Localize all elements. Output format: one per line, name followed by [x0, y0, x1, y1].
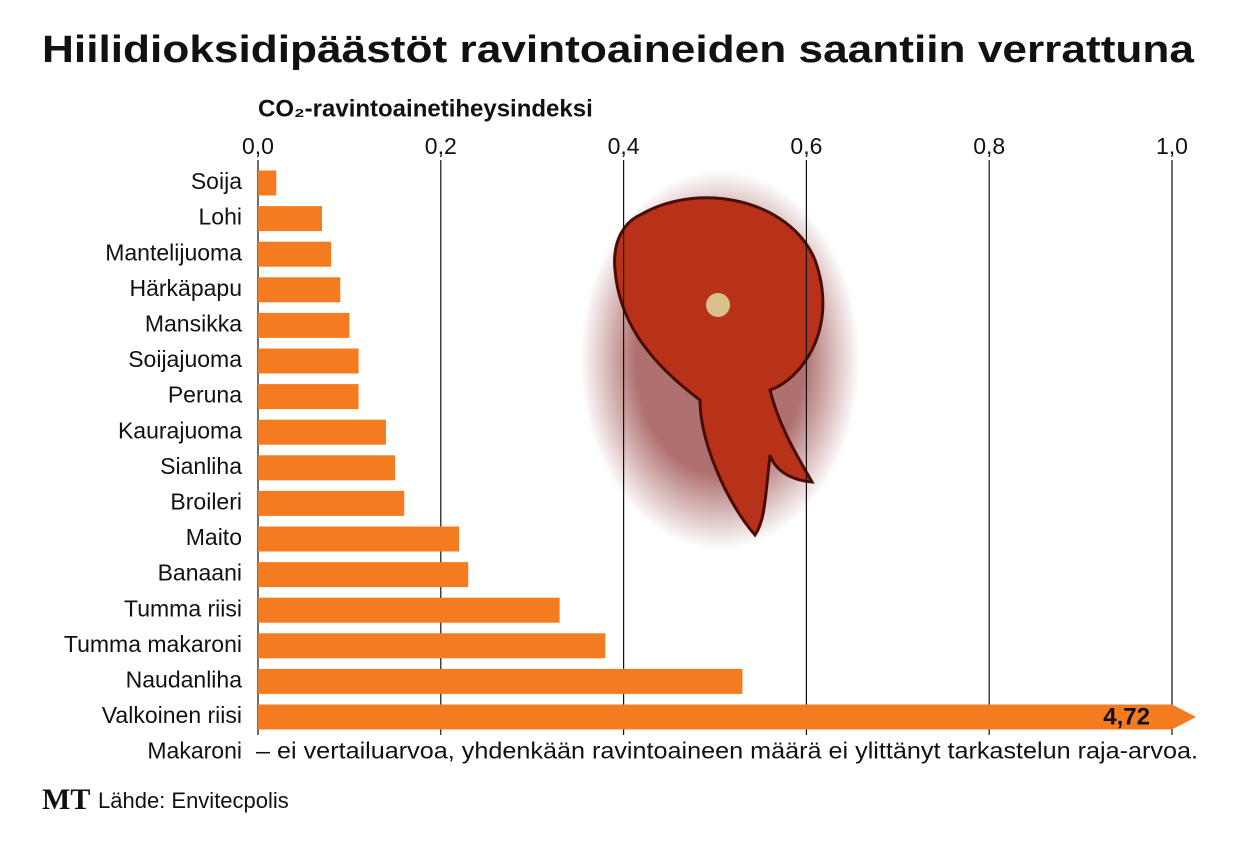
y-tick-label: Valkoinen riisi: [102, 702, 242, 728]
bar: [258, 312, 350, 338]
bar: [258, 384, 359, 410]
bar: [258, 668, 743, 694]
y-tick-label: Kaurajuoma: [118, 417, 242, 443]
bar: [258, 633, 606, 659]
bar: [258, 277, 341, 303]
bar: [258, 206, 322, 232]
chart-title: Hiilidioksidipäästöt ravintoaineiden saa…: [42, 29, 1195, 71]
y-tick-label: Naudanliha: [126, 666, 243, 692]
y-tick-label: Soijajuoma: [128, 346, 242, 372]
y-tick-label: Peruna: [168, 382, 242, 408]
bar: [258, 348, 359, 374]
y-tick-label: Tumma riisi: [124, 595, 242, 621]
x-tick-label: 0,8: [973, 133, 1005, 159]
bar: [258, 455, 396, 481]
y-tick-label: Lohi: [199, 204, 242, 230]
salmon-bone: [706, 293, 730, 317]
bar: [258, 419, 386, 445]
y-tick-label: Mansikka: [145, 310, 242, 336]
x-tick-label: 0,6: [790, 133, 822, 159]
x-tick-label: 0,0: [242, 133, 274, 159]
y-tick-label: Mantelijuoma: [105, 239, 242, 265]
y-tick-label: Maito: [186, 524, 242, 550]
x-tick-label: 0,4: [608, 133, 640, 159]
note: – ei vertailuarvoa, yhdenkään ravintoain…: [256, 738, 1198, 764]
salmon-steak: [613, 196, 825, 538]
value-label: 4,72: [1103, 703, 1150, 730]
x-tick-label: 1,0: [1156, 133, 1188, 159]
y-tick-label: Härkäpapu: [129, 275, 242, 301]
bar: [258, 704, 1196, 730]
y-tick-label: Broileri: [170, 488, 242, 514]
bar: [258, 597, 560, 623]
y-tick-label: Sianliha: [160, 453, 242, 479]
bar: [258, 562, 469, 588]
bar: [258, 490, 405, 516]
axis-label: CO₂-ravintoainetiheysindeksi: [258, 95, 593, 122]
bar: [258, 241, 332, 267]
x-tick-label: 0,2: [425, 133, 457, 159]
illustration: [580, 170, 860, 550]
y-tick-label: Banaani: [158, 560, 242, 586]
source: Lähde: Envitecpolis: [98, 788, 289, 813]
y-tick-label: Makaroni: [147, 738, 242, 764]
logo: MT: [42, 783, 90, 816]
bar: [258, 526, 460, 552]
bar: [258, 170, 277, 196]
y-tick-label: Soija: [191, 168, 242, 194]
y-tick-label: Tumma makaroni: [64, 631, 242, 657]
